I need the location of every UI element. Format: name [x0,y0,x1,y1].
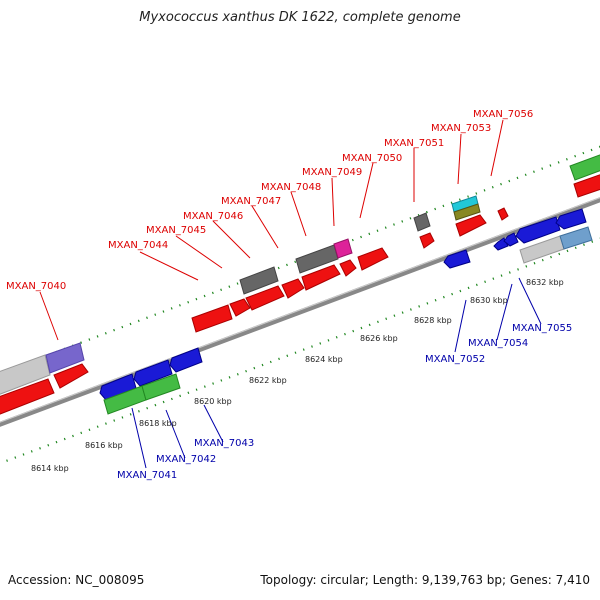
map-title: Myxococcus xanthus DK 1622, complete gen… [139,10,461,25]
gene-label-forward[interactable]: MXAN_7053 [431,123,491,134]
gene-forward-2[interactable] [53,363,89,389]
gene-reverse-6[interactable] [503,232,519,247]
gene-forward-8[interactable] [339,259,357,277]
forward-gene-labels[interactable]: MXAN_7040 MXAN_7044 MXAN_7045 MXAN_7046 … [6,109,533,292]
genome-backbone [0,197,600,427]
gene-forward-10[interactable] [419,232,435,249]
gene-label-reverse[interactable]: MXAN_7041 [117,470,177,481]
gene-label-forward[interactable]: MXAN_7051 [384,138,444,149]
gene-reverse-7[interactable] [515,216,561,244]
kbp-tick-label: 8622 kbp [249,376,287,385]
gene-purple-1[interactable] [45,342,85,374]
kbp-tick-label: 8618 kbp [139,419,177,428]
gene-label-forward[interactable]: MXAN_7049 [302,167,362,178]
kbp-tick-label: 8616 kbp [85,441,123,450]
gene-label-forward[interactable]: MXAN_7056 [473,109,533,120]
gene-reverse-2[interactable] [133,359,173,387]
gene-forward-5[interactable] [245,285,285,311]
gene-steel-1[interactable] [559,226,593,250]
gene-reverse-8[interactable] [555,208,587,230]
gene-dark-gray-2[interactable] [295,244,339,274]
gene-label-reverse[interactable]: MXAN_7054 [468,338,528,349]
gene-label-reverse[interactable]: MXAN_7055 [512,323,572,334]
kbp-tick-label: 8628 kbp [414,316,452,325]
gene-label-forward[interactable]: MXAN_7045 [146,225,206,236]
gene-reverse-4[interactable] [443,249,471,269]
genome-summary-text: Topology: circular; Length: 9,139,763 bp… [260,573,590,587]
gene-light-gray-1[interactable] [0,354,51,398]
gene-forward-4[interactable] [229,298,251,317]
gene-label-forward[interactable]: MXAN_7047 [221,196,281,207]
gene-features[interactable] [0,153,600,418]
gene-label-reverse[interactable]: MXAN_7043 [194,438,254,449]
gene-forward-11[interactable] [455,214,487,237]
kbp-tick-label: 8620 kbp [194,397,232,406]
gene-label-reverse[interactable]: MXAN_7052 [425,354,485,365]
gene-forward-7[interactable] [301,264,341,291]
gene-dark-gray-3[interactable] [413,212,431,232]
gene-label-forward[interactable]: MXAN_7048 [261,182,321,193]
gene-dark-gray-1[interactable] [239,266,279,295]
accession-text: Accession: NC_008095 [8,573,145,587]
gene-label-reverse[interactable]: MXAN_7042 [156,454,216,465]
kbp-tick-label: 8614 kbp [31,464,69,473]
kbp-tick-label: 8630 kbp [470,296,508,305]
gene-green-3[interactable] [569,153,600,181]
gene-forward-6[interactable] [281,278,305,299]
gene-label-forward[interactable]: MXAN_7046 [183,211,243,222]
gene-forward-12[interactable] [497,207,509,221]
gene-forward-3[interactable] [191,304,233,333]
leader-lines [39,119,542,469]
gene-green-2[interactable] [141,373,181,401]
gene-forward-1[interactable] [0,378,55,418]
gene-label-forward[interactable]: MXAN_7044 [108,240,168,251]
kbp-tick-label: 8626 kbp [360,334,398,343]
gene-label-forward[interactable]: MXAN_7040 [6,281,66,292]
gene-forward-13[interactable] [573,173,600,198]
kbp-tick-label: 8624 kbp [305,355,343,364]
gene-reverse-3[interactable] [169,347,203,373]
gene-forward-9[interactable] [357,247,389,271]
kbp-tick-label: 8632 kbp [526,278,564,287]
gene-label-forward[interactable]: MXAN_7050 [342,153,402,164]
reverse-gene-labels[interactable]: MXAN_7041 MXAN_7042 MXAN_7043 MXAN_7052 … [117,323,572,481]
kbp-ticks: 8614 kbp 8616 kbp 8618 kbp 8620 kbp 8622… [31,278,564,473]
gene-magenta-1[interactable] [333,238,353,259]
gene-olive-1[interactable] [453,203,481,221]
